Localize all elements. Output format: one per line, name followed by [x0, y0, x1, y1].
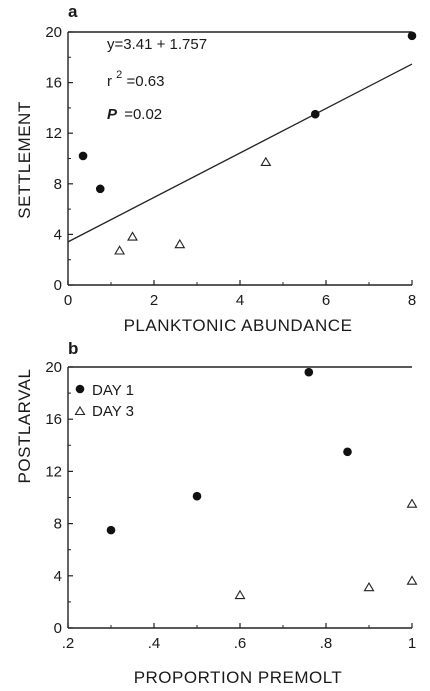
p-symbol: P: [107, 106, 118, 123]
r-exponent: 2: [116, 69, 122, 81]
panel-a: a 0 4 8 12 16 20 0 2 4 6 8 y=3.41 + 1.757 r 2 =0.…: [15, 2, 417, 335]
panel-b-y-ticks: 0 4 8 12 16 20: [45, 359, 73, 637]
data-point-triangle: [406, 498, 418, 508]
y-tick-label: 12: [45, 463, 62, 480]
data-point-triangle: [127, 231, 138, 241]
p-value: =0.02: [124, 106, 162, 123]
x-tick-label: 0: [64, 292, 72, 309]
data-point-triangle: [234, 589, 246, 600]
data-point-triangle: [174, 238, 186, 249]
regression-line: [67, 63, 413, 243]
y-tick-label: 4: [54, 226, 62, 243]
y-tick-label: 8: [54, 516, 62, 533]
panel-b-x-axis-label: PROPORTION PREMOLT: [134, 668, 343, 687]
x-tick-label: 2: [150, 292, 158, 309]
x-tick-label: 6: [322, 292, 330, 309]
x-tick-label: 4: [236, 292, 244, 309]
y-tick-label: 8: [54, 176, 62, 193]
x-tick-label: .8: [320, 635, 333, 652]
legend-marker-day-3: [74, 405, 86, 416]
y-tick-label: 0: [54, 620, 62, 637]
panel-a-x-ticks: 0 2 4 6 8: [64, 280, 416, 309]
y-tick-label: 20: [45, 24, 62, 41]
y-tick-label: 4: [54, 568, 62, 585]
data-point-triangle: [260, 156, 272, 166]
data-point-triangle: [114, 245, 126, 255]
data-point-circle: [78, 151, 88, 161]
legend-marker-day-1: [75, 384, 85, 394]
data-point-circle: [407, 31, 417, 41]
y-tick-label: 16: [45, 411, 62, 428]
r-value: =0.63: [126, 73, 164, 90]
y-tick-label: 16: [45, 75, 62, 92]
y-tick-label: 20: [45, 359, 62, 376]
regression-equation: y=3.41 + 1.757: [107, 36, 207, 53]
panel-b-x-ticks: .2 .4 .6 .8 1: [62, 623, 416, 652]
legend-label-day-3: DAY 3: [92, 403, 134, 420]
panel-b: b 0 4 8 12 16 20 .2 .4 .6 .8 1 DAY 1 DAY 3 PROPOR…: [15, 339, 418, 687]
data-point-triangle: [363, 581, 375, 592]
data-point-circle: [106, 525, 116, 535]
panel-b-legend: DAY 1 DAY 3: [74, 382, 134, 420]
legend-label-day-1: DAY 1: [92, 382, 134, 399]
r-symbol: r: [107, 73, 112, 90]
panel-a-y-axis-label: SETTLEMENT: [15, 101, 34, 218]
panel-b-letter: b: [68, 339, 78, 358]
x-tick-label: .2: [62, 635, 75, 652]
data-point-circle: [343, 447, 352, 457]
panel-b-points: [106, 367, 418, 600]
data-point-triangle: [406, 575, 418, 585]
y-tick-label: 0: [54, 277, 62, 294]
panel-a-points: [78, 31, 417, 255]
data-point-circle: [310, 109, 320, 119]
r-squared-label: r 2 =0.63: [107, 65, 164, 90]
y-tick-label: 12: [45, 125, 62, 142]
p-value-label: P =0.02: [107, 106, 162, 123]
data-point-circle: [192, 491, 202, 501]
data-point-circle: [95, 184, 105, 194]
panel-b-y-axis-label: POSTLARVAL: [15, 369, 34, 484]
data-point-circle: [304, 367, 314, 377]
panel-a-y-ticks: 0 4 8 12 16 20: [45, 24, 73, 294]
panel-a-letter: a: [68, 2, 78, 21]
x-tick-label: .4: [148, 635, 161, 652]
x-tick-label: 1: [408, 635, 416, 652]
panel-a-x-axis-label: PLANKTONIC ABUNDANCE: [124, 316, 353, 335]
x-tick-label: 8: [408, 292, 416, 309]
x-tick-label: .6: [234, 635, 247, 652]
